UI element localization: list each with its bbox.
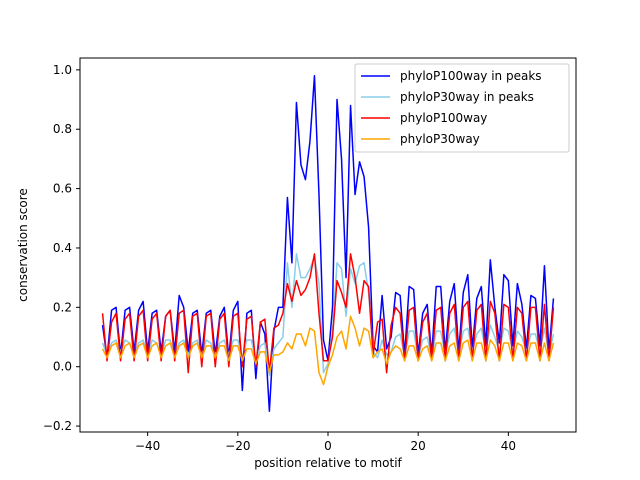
y-axis-label: conservation score bbox=[16, 188, 30, 302]
y-tick-label: −0.2 bbox=[43, 419, 72, 433]
y-tick-label: 0.4 bbox=[53, 241, 72, 255]
x-tick-label: −40 bbox=[135, 439, 160, 453]
y-tick-label: 0.0 bbox=[53, 360, 72, 374]
series-line-1 bbox=[101, 253, 555, 377]
y-tick-label: 0.6 bbox=[53, 182, 72, 196]
x-tick-label: 20 bbox=[411, 439, 426, 453]
legend-label-2: phyloP100way bbox=[400, 111, 487, 125]
x-axis-label: position relative to motif bbox=[254, 456, 402, 470]
legend-label-0: phyloP100way in peaks bbox=[400, 69, 542, 83]
y-tick-label: 0.8 bbox=[53, 122, 72, 136]
plot-lines bbox=[101, 75, 555, 412]
legend-box bbox=[354, 63, 570, 153]
legend: phyloP100way in peaks phyloP30way in peak… bbox=[354, 63, 570, 153]
y-tick-label: 1.0 bbox=[53, 63, 72, 77]
x-tick-label: 0 bbox=[324, 439, 332, 453]
legend-items: phyloP100way in peaks phyloP30way in peak… bbox=[361, 69, 542, 146]
series-line-2 bbox=[101, 253, 555, 374]
x-axis-ticks: −40 −20 0 20 40 bbox=[135, 432, 516, 453]
y-axis-ticks: −0.2 0.0 0.2 0.4 0.6 0.8 1.0 bbox=[43, 63, 80, 433]
x-tick-label: −20 bbox=[225, 439, 250, 453]
series-line-3 bbox=[101, 315, 555, 386]
x-tick-label: 40 bbox=[501, 439, 516, 453]
legend-label-3: phyloP30way bbox=[400, 132, 480, 146]
legend-label-1: phyloP30way in peaks bbox=[400, 90, 534, 104]
y-tick-label: 0.2 bbox=[53, 300, 72, 314]
